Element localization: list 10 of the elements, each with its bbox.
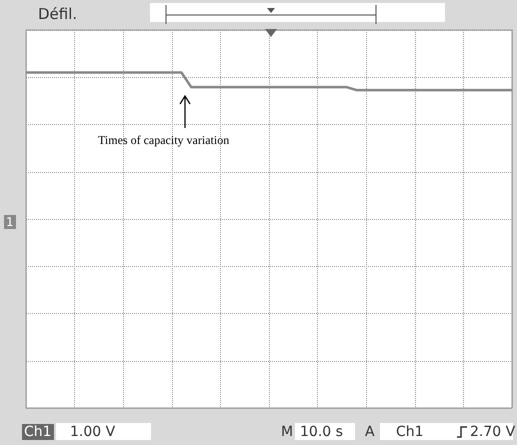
text: A: [365, 424, 375, 440]
text: Ch1: [396, 424, 424, 440]
text: Défil.: [38, 5, 78, 23]
text: 1: [4, 215, 16, 229]
annotation: Times of capacity variation: [98, 133, 230, 148]
text: 10.0 s: [300, 424, 343, 440]
text: M: [281, 424, 294, 440]
text: 2.70 V: [470, 424, 516, 440]
text: Ch1: [22, 424, 54, 440]
text: 1.00 V: [70, 424, 116, 440]
